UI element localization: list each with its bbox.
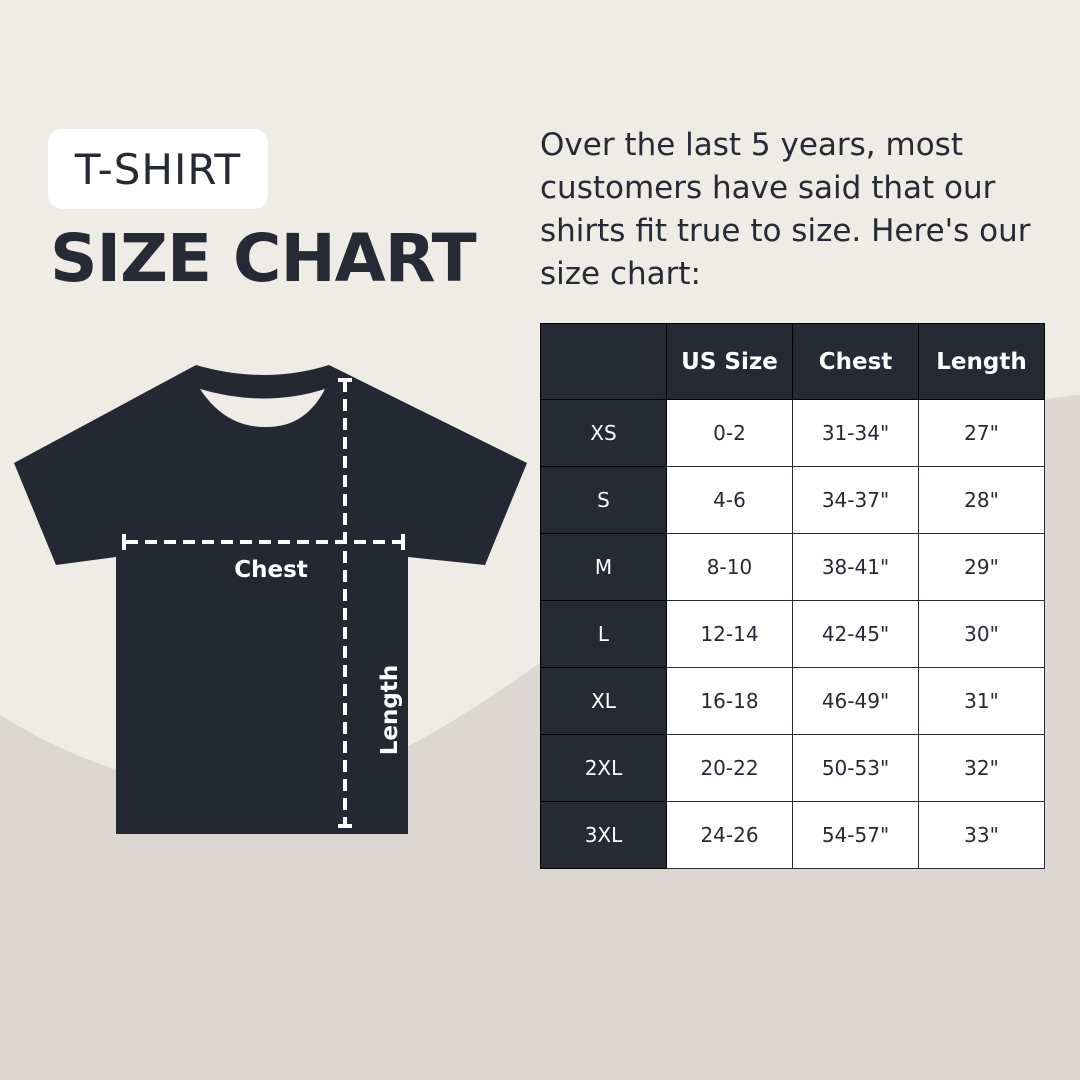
cell-us-size: 0-2 — [666, 399, 793, 467]
cell-chest: 31-34" — [792, 399, 919, 467]
t-shirt-silhouette — [14, 365, 527, 834]
cell-chest: 54-57" — [792, 801, 919, 869]
header-chest: Chest — [792, 323, 919, 400]
t-shirt-diagram: Chest Length — [14, 365, 527, 834]
size-chart-table: US Size Chest Length XS 0-2 31-34" 27" S 4-6 3… — [540, 323, 1045, 869]
cell-length: 33" — [918, 801, 1045, 869]
cell-size: M — [540, 533, 667, 601]
cell-size: L — [540, 600, 667, 668]
page-title: SIZE CHART — [50, 220, 477, 297]
cell-size: XL — [540, 667, 667, 735]
table-row: L 12-14 42-45" 30" — [540, 600, 1045, 668]
cell-length: 28" — [918, 466, 1045, 534]
cell-length: 31" — [918, 667, 1045, 735]
cell-us-size: 24-26 — [666, 801, 793, 869]
cell-us-size: 16-18 — [666, 667, 793, 735]
header-us-size: US Size — [666, 323, 793, 400]
header-blank — [540, 323, 667, 400]
collar-opening — [200, 389, 325, 428]
cell-size: 2XL — [540, 734, 667, 802]
cell-size: XS — [540, 399, 667, 467]
cell-us-size: 8-10 — [666, 533, 793, 601]
cell-us-size: 20-22 — [666, 734, 793, 802]
cell-chest: 42-45" — [792, 600, 919, 668]
table-row: XL 16-18 46-49" 31" — [540, 667, 1045, 735]
cell-chest: 50-53" — [792, 734, 919, 802]
table-row: XS 0-2 31-34" 27" — [540, 399, 1045, 467]
cell-chest: 34-37" — [792, 466, 919, 534]
cell-length: 29" — [918, 533, 1045, 601]
table-header-row: US Size Chest Length — [540, 323, 1045, 400]
cell-length: 32" — [918, 734, 1045, 802]
length-label: Length — [377, 665, 403, 755]
cell-length: 30" — [918, 600, 1045, 668]
cell-chest: 46-49" — [792, 667, 919, 735]
cell-length: 27" — [918, 399, 1045, 467]
t-shirt-badge: T-SHIRT — [48, 129, 268, 209]
table-row: 2XL 20-22 50-53" 32" — [540, 734, 1045, 802]
header-length: Length — [918, 323, 1045, 400]
table-row: S 4-6 34-37" 28" — [540, 466, 1045, 534]
cell-us-size: 4-6 — [666, 466, 793, 534]
cell-size: 3XL — [540, 801, 667, 869]
table-row: 3XL 24-26 54-57" 33" — [540, 801, 1045, 869]
chest-label: Chest — [234, 557, 308, 583]
cell-size: S — [540, 466, 667, 534]
intro-text: Over the last 5 years, most customers ha… — [540, 127, 1031, 292]
cell-chest: 38-41" — [792, 533, 919, 601]
cell-us-size: 12-14 — [666, 600, 793, 668]
table-row: M 8-10 38-41" 29" — [540, 533, 1045, 601]
